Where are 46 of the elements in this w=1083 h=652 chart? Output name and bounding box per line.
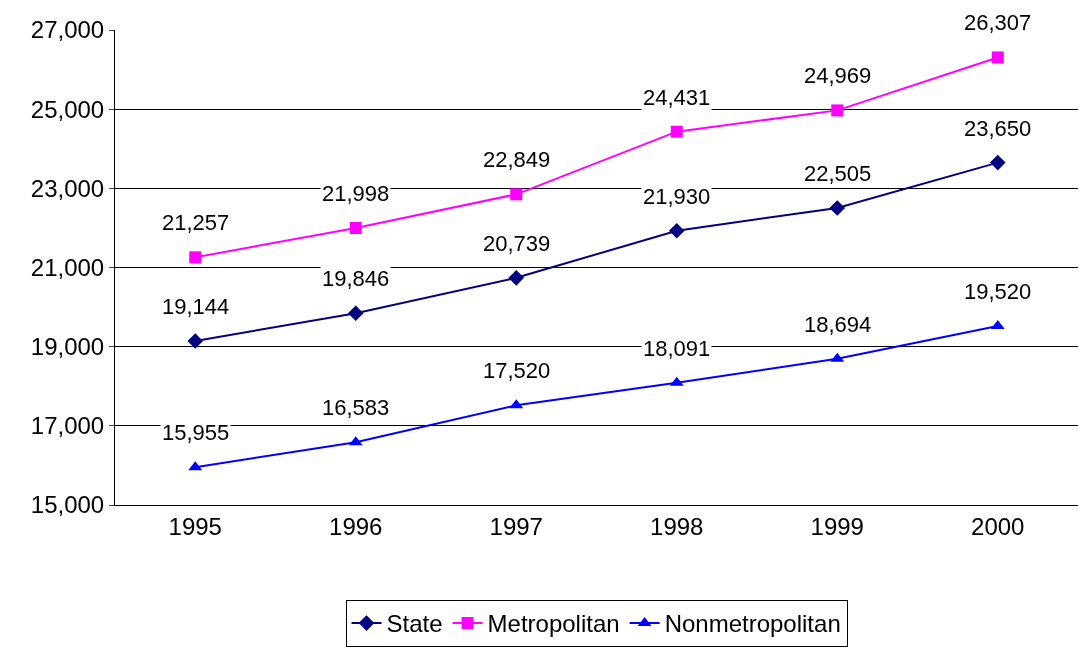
point [670,125,683,138]
data-label: 19,846 [322,266,390,291]
x-tick-label: 1995 [168,512,222,540]
data-label: 24,431 [643,85,711,110]
point [668,222,685,239]
data-label: 17,520 [483,358,551,383]
point [187,333,204,349]
data-label: 21,930 [643,184,711,209]
point [347,305,364,321]
y-tick-label: 15,000 [30,491,105,519]
x-tick-label: 1999 [810,512,864,540]
data-label: 21,998 [322,181,390,206]
y-tick-label: 25,000 [30,95,105,123]
data-label: 15,955 [162,420,230,445]
point [831,104,844,117]
point [991,51,1004,64]
legend-label: Nonmetropolitan [664,610,841,638]
y-tick-label: 23,000 [30,174,105,202]
point [349,222,362,234]
x-tick-label: 2000 [971,512,1025,540]
x-tick-label: 1997 [489,512,543,540]
data-label: 16,583 [322,395,390,420]
data-label: 20,739 [483,231,551,256]
y-tick-label: 27,000 [30,16,105,44]
data-label: 18,091 [643,336,711,361]
data-label: 22,505 [804,161,872,186]
point [510,188,523,201]
data-label: 21,257 [162,210,230,235]
data-label: 22,849 [483,147,551,172]
data-label: 19,144 [162,294,230,319]
point [189,251,202,264]
data-label: 24,969 [804,63,872,88]
y-tick-label: 19,000 [30,333,105,361]
data-label: 26,307 [964,10,1032,35]
x-tick-label: 1996 [329,512,383,540]
data-label: 19,520 [964,279,1032,304]
point [829,200,846,216]
point [508,270,525,286]
data-label: 18,694 [804,312,872,337]
y-tick-label: 17,000 [30,412,105,440]
legend-label: Metropolitan [487,610,620,638]
point [989,154,1006,171]
x-tick-label: 1998 [650,512,704,540]
legend-label: State [386,610,443,638]
data-label: 23,650 [964,116,1032,141]
y-tick-label: 21,000 [30,253,105,281]
